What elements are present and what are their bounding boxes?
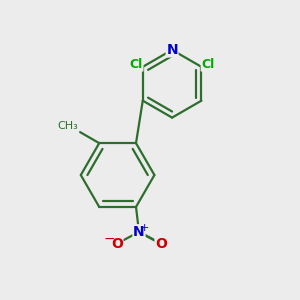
Text: N: N — [166, 43, 178, 57]
Text: −: − — [104, 232, 115, 246]
Text: O: O — [111, 237, 123, 251]
Text: +: + — [140, 223, 149, 232]
Text: O: O — [155, 237, 167, 251]
Text: N: N — [133, 225, 145, 239]
Text: Cl: Cl — [130, 58, 143, 71]
Text: Cl: Cl — [201, 58, 214, 71]
Text: CH₃: CH₃ — [58, 121, 79, 130]
